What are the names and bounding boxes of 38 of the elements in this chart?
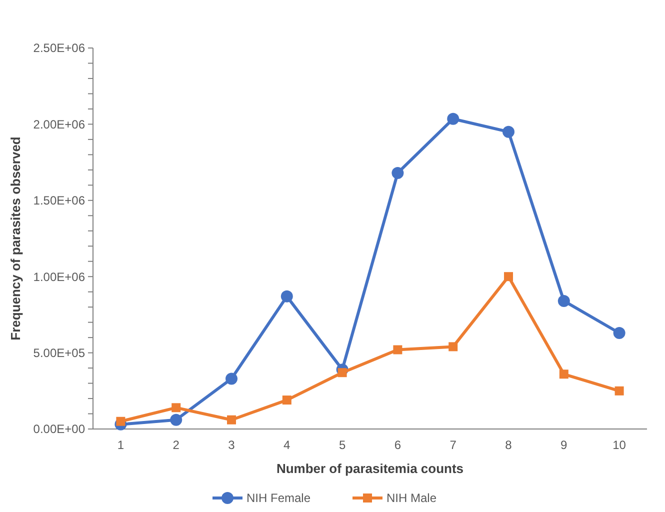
legend-label: NIH Male [386,491,437,506]
point [448,342,458,352]
x-tick-label: 4 [284,438,291,452]
x-tick-label: 6 [394,438,402,452]
point [227,415,236,424]
point [393,345,402,354]
x-tick-label: 7 [450,438,457,452]
point [502,126,514,138]
y-tick-label: 1.00E+06 [33,270,86,284]
x-tick-label: 2 [172,438,180,452]
x-tick-label: 3 [228,438,236,452]
point [282,396,292,405]
x-tick-label: 5 [338,438,346,452]
point [226,372,238,385]
y-tick-label: 2.50E+06 [33,41,86,56]
point [170,414,182,426]
y-tick-label: 1.50E+06 [33,194,86,208]
x-tick-label: 1 [117,438,124,452]
x-tick-label: 10 [612,438,626,452]
x-tick-label: 9 [560,438,568,452]
x-axis-title: Number of parasitemia counts [276,461,464,476]
legend-label: NIH Female [246,491,311,506]
point [558,294,570,307]
point [392,166,404,179]
x-tick-label: 8 [505,438,512,452]
point [614,386,624,396]
point [447,112,460,125]
point [559,370,568,379]
y-axis-title: Frequency of parasites observed [8,136,23,340]
y-tick-label: 0.00E+00 [33,422,86,436]
point [280,290,293,302]
y-tick-label: 5.00E+05 [33,346,86,360]
point [172,403,181,412]
point [504,272,513,282]
y-tick-label: 2.00E+06 [33,117,86,132]
point [338,368,347,378]
point [116,416,126,426]
point [613,326,626,339]
